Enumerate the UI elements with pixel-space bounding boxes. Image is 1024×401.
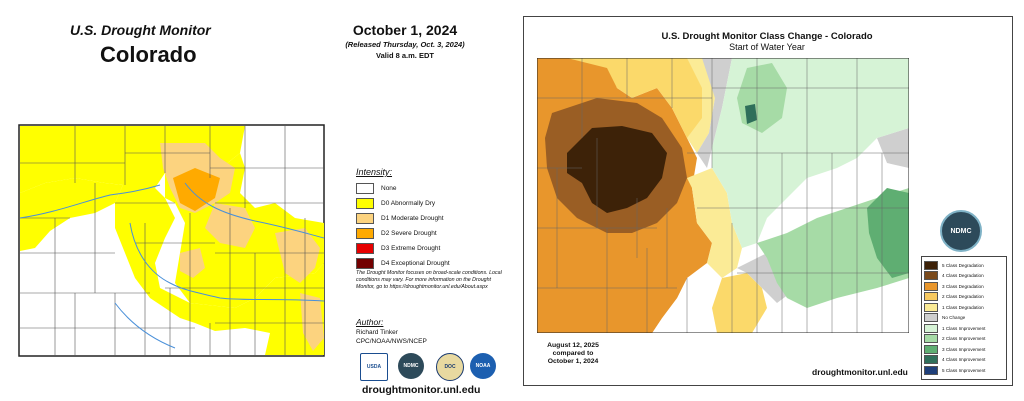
d0-north bbox=[20, 126, 245, 193]
valid-time: Valid 8 a.m. EDT bbox=[376, 51, 434, 60]
legend-item: D1 Moderate Drought bbox=[356, 211, 506, 226]
legend-swatch bbox=[924, 313, 938, 323]
legend-swatch bbox=[356, 213, 374, 224]
legend-label: 3 Class Improvement bbox=[942, 346, 986, 352]
legend-swatch bbox=[924, 271, 938, 281]
legend-item: D2 Severe Drought bbox=[356, 226, 506, 241]
d0-central bbox=[115, 185, 324, 355]
legend-label: 1 Class Degradation bbox=[942, 304, 984, 310]
noaa-logo: NOAA bbox=[470, 353, 496, 379]
legend-label: 4 Class Improvement bbox=[942, 357, 986, 363]
legend-swatch bbox=[356, 183, 374, 194]
legend-item: D4 Exceptional Drought bbox=[356, 256, 506, 271]
legend-swatch bbox=[924, 281, 938, 291]
degradation-1-central bbox=[687, 168, 742, 278]
legend-label: D2 Severe Drought bbox=[381, 230, 437, 237]
improvement-3-east bbox=[867, 188, 909, 278]
legend-label: D1 Moderate Drought bbox=[381, 215, 444, 222]
legend-item: None bbox=[356, 181, 506, 196]
degradation-2-north bbox=[567, 58, 712, 143]
date-block: October 1, 2024 (Released Thursday, Oct.… bbox=[330, 22, 480, 60]
left-map-title: U.S. Drought Monitor bbox=[70, 22, 211, 38]
legend-item: 3 Class Improvement bbox=[924, 344, 1004, 355]
colorado-drought-map bbox=[18, 124, 325, 357]
legend-swatch bbox=[356, 228, 374, 239]
no-change-east bbox=[877, 128, 909, 168]
no-change-north bbox=[697, 58, 732, 168]
legend-label: None bbox=[381, 185, 397, 192]
legend-item: 5 Class Improvement bbox=[924, 365, 1004, 376]
ndmc-logo-right: NDMC bbox=[940, 210, 982, 252]
class-change-title: U.S. Drought Monitor Class Change - Colo… bbox=[661, 31, 873, 42]
comparison-dates: August 12, 2025 compared to October 1, 2… bbox=[540, 342, 606, 366]
left-map-state: Colorado bbox=[100, 42, 197, 67]
website-link-right[interactable]: droughtmonitor.unl.edu bbox=[812, 367, 908, 377]
legend-label: D4 Exceptional Drought bbox=[381, 260, 450, 267]
legend-swatch bbox=[924, 302, 938, 312]
legend-item: 4 Class Degradation bbox=[924, 271, 1004, 282]
map-date: October 1, 2024 bbox=[352, 22, 458, 38]
class-change-frame bbox=[523, 16, 1013, 386]
intensity-legend: Intensity: None D0 Abnormally Dry D1 Mod… bbox=[356, 167, 506, 271]
author-org: CPC/NOAA/NWS/NCEP bbox=[356, 338, 427, 345]
legend-item: D3 Extreme Drought bbox=[356, 241, 506, 256]
legend-swatch bbox=[924, 323, 938, 333]
usda-logo: USDA bbox=[360, 353, 388, 381]
legend-label: 2 Class Improvement bbox=[942, 336, 986, 342]
legend-label: D3 Extreme Drought bbox=[381, 245, 441, 252]
legend-swatch bbox=[924, 365, 938, 375]
legend-swatch bbox=[924, 344, 938, 354]
degradation-1-north bbox=[687, 58, 715, 153]
class-change-subtitle: Start of Water Year bbox=[729, 42, 805, 52]
author-name: Richard Tinker bbox=[356, 329, 398, 336]
legend-item: 2 Class Degradation bbox=[924, 292, 1004, 303]
legend-item: 2 Class Improvement bbox=[924, 334, 1004, 345]
legend-item: 1 Class Degradation bbox=[924, 302, 1004, 313]
legend-item: No Change bbox=[924, 313, 1004, 324]
compare-date: August 12, 2025 bbox=[547, 342, 599, 349]
legend-label: 4 Class Degradation bbox=[942, 273, 984, 279]
improvement-4-patch bbox=[745, 104, 757, 124]
legend-swatch bbox=[356, 243, 374, 254]
release-date: (Released Thursday, Oct. 3, 2024) bbox=[345, 40, 465, 49]
legend-label: 5 Class Degradation bbox=[942, 262, 984, 268]
legend-item: 5 Class Degradation bbox=[924, 260, 1004, 271]
ndmc-logo: NDMC bbox=[398, 353, 424, 379]
author-heading: Author: bbox=[356, 317, 384, 327]
website-link[interactable]: droughtmonitor.unl.edu bbox=[362, 384, 481, 396]
legend-swatch bbox=[924, 334, 938, 344]
legend-label: 1 Class Improvement bbox=[942, 325, 986, 331]
class-change-map bbox=[537, 58, 909, 333]
d0-northwest bbox=[20, 178, 123, 251]
legend-item: D0 Abnormally Dry bbox=[356, 196, 506, 211]
legend-swatch bbox=[356, 258, 374, 269]
doc-logo: DOC bbox=[436, 353, 464, 381]
legend-item: 1 Class Improvement bbox=[924, 323, 1004, 334]
legend-label: 2 Class Degradation bbox=[942, 294, 984, 300]
legend-swatch bbox=[924, 260, 938, 270]
degradation-2-south bbox=[712, 273, 767, 333]
disclaimer-text: The Drought Monitor focuses on broad-sca… bbox=[356, 270, 502, 290]
legend-title: Intensity: bbox=[356, 167, 393, 177]
legend-label: D0 Abnormally Dry bbox=[381, 200, 436, 207]
legend-swatch bbox=[924, 292, 938, 302]
d2-patch bbox=[173, 168, 220, 211]
legend-swatch bbox=[356, 198, 374, 209]
legend-label: 3 Class Degradation bbox=[942, 283, 984, 289]
d1-southeast bbox=[300, 293, 324, 351]
legend-label: No Change bbox=[942, 315, 966, 321]
legend-item: 3 Class Degradation bbox=[924, 281, 1004, 292]
legend-label: 5 Class Improvement bbox=[942, 367, 986, 373]
legend-swatch bbox=[924, 355, 938, 365]
legend-item: 4 Class Improvement bbox=[924, 355, 1004, 366]
class-change-legend: 5 Class Degradation 4 Class Degradation … bbox=[921, 256, 1007, 380]
compare-text: compared to bbox=[552, 350, 594, 357]
compare-base-date: October 1, 2024 bbox=[547, 358, 599, 365]
d1-eastern bbox=[275, 228, 320, 283]
degradation-5-core bbox=[567, 126, 667, 213]
d1-central bbox=[180, 248, 205, 278]
